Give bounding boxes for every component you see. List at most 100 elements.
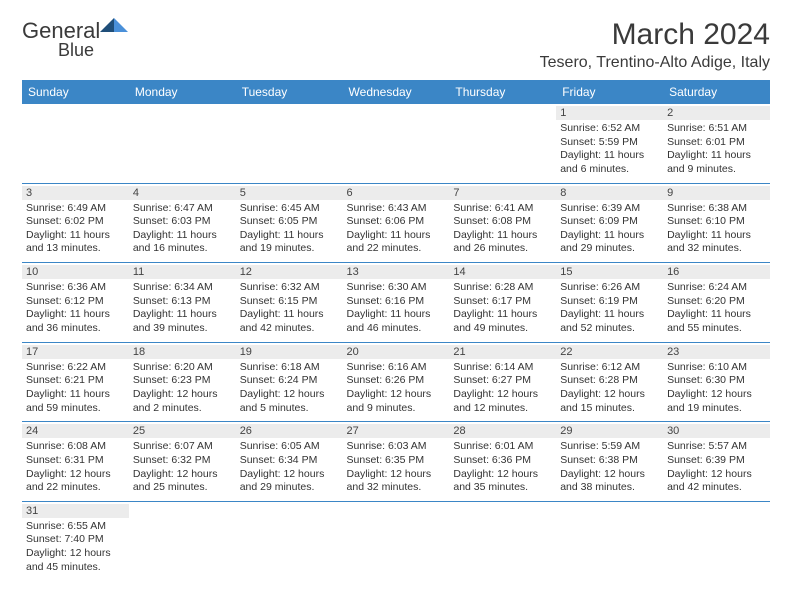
day-header: Monday [129, 80, 236, 104]
daylight-line-2: and 38 minutes. [560, 481, 659, 495]
calendar-cell: 19Sunrise: 6:18 AMSunset: 6:24 PMDayligh… [236, 342, 343, 422]
day-header: Wednesday [343, 80, 450, 104]
day-number: 2 [663, 106, 770, 120]
calendar-table: SundayMondayTuesdayWednesdayThursdayFrid… [22, 80, 770, 580]
calendar-cell: 16Sunrise: 6:24 AMSunset: 6:20 PMDayligh… [663, 263, 770, 343]
calendar-cell [343, 104, 450, 183]
sunset-line: Sunset: 6:38 PM [560, 454, 659, 468]
daylight-line-1: Daylight: 11 hours [453, 308, 552, 322]
logo-blue: Blue [58, 40, 94, 61]
daylight-line-2: and 29 minutes. [560, 242, 659, 256]
calendar-week: 31Sunrise: 6:55 AMSunset: 7:40 PMDayligh… [22, 501, 770, 580]
daylight-line-2: and 45 minutes. [26, 561, 125, 575]
daylight-line-1: Daylight: 11 hours [26, 308, 125, 322]
calendar-cell [236, 501, 343, 580]
calendar-cell: 3Sunrise: 6:49 AMSunset: 6:02 PMDaylight… [22, 183, 129, 263]
daylight-line-1: Daylight: 11 hours [133, 229, 232, 243]
daylight-line-1: Daylight: 12 hours [560, 388, 659, 402]
sunset-line: Sunset: 6:20 PM [667, 295, 766, 309]
sunset-line: Sunset: 7:40 PM [26, 533, 125, 547]
daylight-line-1: Daylight: 12 hours [240, 468, 339, 482]
header: General Blue March 2024 Tesero, Trentino… [22, 18, 770, 72]
daylight-line-1: Daylight: 11 hours [667, 308, 766, 322]
sunrise-line: Sunrise: 6:16 AM [347, 361, 446, 375]
daylight-line-2: and 59 minutes. [26, 402, 125, 416]
day-number: 5 [236, 186, 343, 200]
flag-icon [100, 18, 128, 36]
sunrise-line: Sunrise: 6:03 AM [347, 440, 446, 454]
daylight-line-2: and 22 minutes. [26, 481, 125, 495]
calendar-cell [449, 501, 556, 580]
sunset-line: Sunset: 6:15 PM [240, 295, 339, 309]
calendar-cell: 2Sunrise: 6:51 AMSunset: 6:01 PMDaylight… [663, 104, 770, 183]
calendar-cell: 18Sunrise: 6:20 AMSunset: 6:23 PMDayligh… [129, 342, 236, 422]
sunset-line: Sunset: 6:13 PM [133, 295, 232, 309]
calendar-week: 3Sunrise: 6:49 AMSunset: 6:02 PMDaylight… [22, 183, 770, 263]
day-number: 24 [22, 424, 129, 438]
daylight-line-2: and 16 minutes. [133, 242, 232, 256]
sunrise-line: Sunrise: 6:39 AM [560, 202, 659, 216]
sunset-line: Sunset: 6:28 PM [560, 374, 659, 388]
calendar-cell: 14Sunrise: 6:28 AMSunset: 6:17 PMDayligh… [449, 263, 556, 343]
calendar-cell [449, 104, 556, 183]
day-number: 6 [343, 186, 450, 200]
daylight-line-1: Daylight: 12 hours [133, 388, 232, 402]
sunrise-line: Sunrise: 6:47 AM [133, 202, 232, 216]
sunrise-line: Sunrise: 6:18 AM [240, 361, 339, 375]
calendar-cell: 10Sunrise: 6:36 AMSunset: 6:12 PMDayligh… [22, 263, 129, 343]
day-number: 3 [22, 186, 129, 200]
location: Tesero, Trentino-Alto Adige, Italy [540, 54, 770, 72]
daylight-line-1: Daylight: 12 hours [133, 468, 232, 482]
sunset-line: Sunset: 6:01 PM [667, 136, 766, 150]
calendar-cell: 9Sunrise: 6:38 AMSunset: 6:10 PMDaylight… [663, 183, 770, 263]
daylight-line-1: Daylight: 11 hours [347, 229, 446, 243]
day-number: 7 [449, 186, 556, 200]
sunrise-line: Sunrise: 6:08 AM [26, 440, 125, 454]
sunrise-line: Sunrise: 6:24 AM [667, 281, 766, 295]
calendar-cell: 4Sunrise: 6:47 AMSunset: 6:03 PMDaylight… [129, 183, 236, 263]
day-number: 4 [129, 186, 236, 200]
daylight-line-2: and 13 minutes. [26, 242, 125, 256]
daylight-line-1: Daylight: 11 hours [26, 229, 125, 243]
sunrise-line: Sunrise: 6:52 AM [560, 122, 659, 136]
daylight-line-1: Daylight: 11 hours [453, 229, 552, 243]
daylight-line-1: Daylight: 11 hours [560, 229, 659, 243]
day-number: 28 [449, 424, 556, 438]
sunrise-line: Sunrise: 6:26 AM [560, 281, 659, 295]
sunrise-line: Sunrise: 6:51 AM [667, 122, 766, 136]
day-number: 22 [556, 345, 663, 359]
daylight-line-2: and 55 minutes. [667, 322, 766, 336]
daylight-line-2: and 39 minutes. [133, 322, 232, 336]
calendar-week: 10Sunrise: 6:36 AMSunset: 6:12 PMDayligh… [22, 263, 770, 343]
sunrise-line: Sunrise: 6:01 AM [453, 440, 552, 454]
daylight-line-2: and 9 minutes. [667, 163, 766, 177]
day-number: 31 [22, 504, 129, 518]
daylight-line-2: and 15 minutes. [560, 402, 659, 416]
sunrise-line: Sunrise: 6:22 AM [26, 361, 125, 375]
sunset-line: Sunset: 6:27 PM [453, 374, 552, 388]
sunset-line: Sunset: 6:39 PM [667, 454, 766, 468]
day-header: Tuesday [236, 80, 343, 104]
day-number: 18 [129, 345, 236, 359]
sunrise-line: Sunrise: 6:10 AM [667, 361, 766, 375]
calendar-cell [236, 104, 343, 183]
daylight-line-2: and 25 minutes. [133, 481, 232, 495]
calendar-cell: 20Sunrise: 6:16 AMSunset: 6:26 PMDayligh… [343, 342, 450, 422]
daylight-line-2: and 49 minutes. [453, 322, 552, 336]
daylight-line-1: Daylight: 12 hours [667, 388, 766, 402]
sunset-line: Sunset: 6:36 PM [453, 454, 552, 468]
calendar-cell: 27Sunrise: 6:03 AMSunset: 6:35 PMDayligh… [343, 422, 450, 502]
sunrise-line: Sunrise: 5:57 AM [667, 440, 766, 454]
sunrise-line: Sunrise: 6:55 AM [26, 520, 125, 534]
sunset-line: Sunset: 6:35 PM [347, 454, 446, 468]
sunset-line: Sunset: 6:08 PM [453, 215, 552, 229]
calendar-cell: 13Sunrise: 6:30 AMSunset: 6:16 PMDayligh… [343, 263, 450, 343]
day-number: 13 [343, 265, 450, 279]
sunrise-line: Sunrise: 6:30 AM [347, 281, 446, 295]
day-number: 23 [663, 345, 770, 359]
sunrise-line: Sunrise: 6:12 AM [560, 361, 659, 375]
daylight-line-2: and 32 minutes. [347, 481, 446, 495]
day-number: 1 [556, 106, 663, 120]
calendar-cell [129, 501, 236, 580]
daylight-line-1: Daylight: 12 hours [560, 468, 659, 482]
